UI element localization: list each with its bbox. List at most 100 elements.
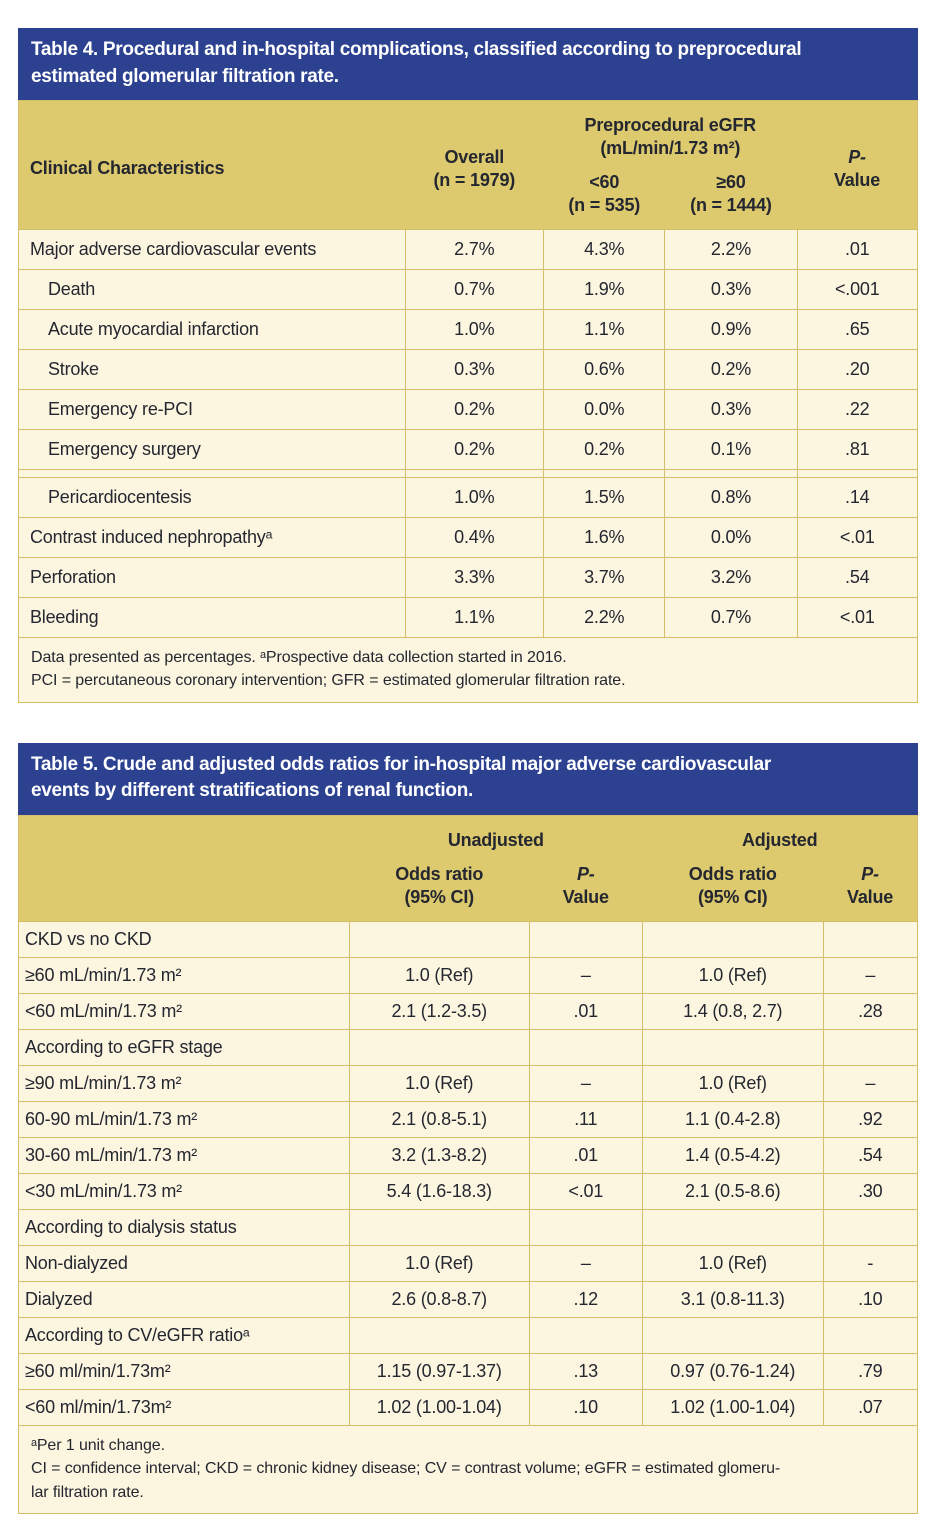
table5-block: Table 5. Crude and adjusted odds ratios …: [18, 742, 919, 1514]
value-cell: .28: [822, 993, 919, 1031]
value-cell: .11: [528, 1101, 643, 1139]
value-cell: 3.2 (1.3-8.2): [348, 1137, 530, 1175]
value-cell: 1.0 (Ref): [641, 1065, 824, 1103]
value-cell: [528, 1317, 643, 1355]
col-header-p-value-adjusted: P- Value: [823, 857, 918, 922]
value-cell: –: [528, 1065, 643, 1103]
value-cell: .65: [796, 309, 919, 351]
row-label: Emergency re-PCI: [18, 389, 406, 431]
value-cell: 0.4%: [404, 517, 545, 559]
value-cell: –: [822, 1065, 919, 1103]
row-label: Emergency surgery: [18, 429, 406, 471]
value-cell: 0.97 (0.76-1.24): [641, 1353, 824, 1391]
col-header-clinical-characteristics: Clinical Characteristics: [18, 100, 406, 230]
col-header-ge60: ≥60 (n = 1444): [664, 165, 798, 230]
table-row: Death 0.7% 1.9% 0.3% <.001: [18, 269, 919, 311]
table4-block: Table 4. Procedural and in-hospital comp…: [18, 28, 919, 703]
value-cell: 0.3%: [664, 389, 798, 431]
table4-title-line2: estimated glomerular filtration rate.: [31, 65, 339, 87]
table-row: <30 mL/min/1.73 m² 5.4 (1.6-18.3) <.01 2.1 …: [18, 1173, 919, 1211]
table4-header: Clinical Characteristics Overall (n = 19…: [18, 100, 918, 230]
table5-footer: ᵃPer 1 unit change. CI = confidence inte…: [18, 1425, 918, 1514]
value-cell: [641, 1317, 824, 1355]
footnote: lar filtration rate.: [31, 1483, 144, 1501]
value-cell: 1.4 (0.5-4.2): [641, 1137, 824, 1175]
value-cell: 1.4 (0.8, 2.7): [641, 993, 824, 1031]
value-cell: <.01: [528, 1173, 643, 1211]
table-row: ≥60 ml/min/1.73m² 1.15 (0.97-1.37) .13 0.97…: [18, 1353, 919, 1391]
col-header-overall: Overall (n = 1979): [405, 100, 544, 230]
value-cell: 1.1%: [543, 309, 666, 351]
group-row: According to eGFR stage: [18, 1029, 919, 1067]
value-cell: .12: [528, 1281, 643, 1319]
value-cell: 1.0 (Ref): [641, 1245, 824, 1283]
value-cell: 1.0%: [404, 477, 545, 519]
value-cell: [641, 1029, 824, 1067]
table-row: <60 ml/min/1.73m² 1.02 (1.00-1.04) .10 1.02…: [18, 1389, 919, 1427]
table-row: Acute myocardial infarction 1.0% 1.1% 0.9%.…: [18, 309, 919, 351]
value-cell: 1.9%: [543, 269, 666, 311]
value-cell: 1.0%: [404, 309, 545, 351]
spacer-row: [18, 469, 919, 479]
group-row: CKD vs no CKD: [18, 921, 919, 959]
table4: Clinical Characteristics Overall (n = 19…: [18, 100, 919, 703]
table5-body: CKD vs no CKD ≥60 mL/min/1.73 m² 1.0 (Ref)…: [18, 921, 919, 1427]
table4-footnotes: Data presented as percentages. ᵃProspect…: [18, 637, 918, 703]
row-label: Pericardiocentesis: [18, 477, 406, 519]
table-row: Emergency re-PCI 0.2% 0.0% 0.3% .22: [18, 389, 919, 431]
row-label: ≥90 mL/min/1.73 m²: [18, 1065, 350, 1103]
table-row: 30-60 mL/min/1.73 m² 3.2 (1.3-8.2) .01 1.4 …: [18, 1137, 919, 1175]
value-cell: 0.3%: [404, 349, 545, 391]
value-cell: 5.4 (1.6-18.3): [348, 1173, 530, 1211]
value-cell: 2.2%: [543, 597, 666, 639]
table-row: Bleeding 1.1% 2.2% 0.7% <.01: [18, 597, 919, 639]
value-cell: .54: [796, 557, 919, 599]
table4-footer: Data presented as percentages. ᵃProspect…: [18, 637, 918, 703]
col-header-p-value-unadjusted: P- Value: [529, 857, 643, 922]
row-label: ≥60 mL/min/1.73 m²: [18, 957, 350, 995]
table5-title-bar: Table 5. Crude and adjusted odds ratios …: [18, 742, 918, 815]
table5-header: Unadjusted Adjusted Odds ratio (95% CI) …: [18, 815, 918, 922]
value-cell: .13: [528, 1353, 643, 1391]
value-cell: [822, 1029, 919, 1067]
value-cell: 2.1 (1.2-3.5): [348, 993, 530, 1031]
value-cell: [822, 921, 919, 959]
table-row: Pericardiocentesis 1.0% 1.5% 0.8% .14: [18, 477, 919, 519]
value-cell: .07: [822, 1389, 919, 1427]
value-cell: [641, 921, 824, 959]
table4-body: Major adverse cardiovascular events 2.7% 4…: [18, 229, 919, 639]
table-row: Dialyzed 2.6 (0.8-8.7) .12 3.1 (0.8-11.3) .1…: [18, 1281, 919, 1319]
value-cell: <.001: [796, 269, 919, 311]
spacer-cell: [18, 469, 406, 479]
value-cell: 1.15 (0.97-1.37): [348, 1353, 530, 1391]
value-cell: .22: [796, 389, 919, 431]
table-row: <60 mL/min/1.73 m² 2.1 (1.2-3.5) .01 1.4 (0…: [18, 993, 919, 1031]
value-cell: 0.7%: [404, 269, 545, 311]
value-cell: 2.2%: [664, 229, 798, 271]
row-label: 30-60 mL/min/1.73 m²: [18, 1137, 350, 1175]
row-label: Death: [18, 269, 406, 311]
table-row: Contrast induced nephropathyᵃ 0.4% 1.6% 0.0…: [18, 517, 919, 559]
value-cell: .54: [822, 1137, 919, 1175]
value-cell: 1.6%: [543, 517, 666, 559]
value-cell: 2.7%: [404, 229, 545, 271]
value-cell: 2.1 (0.8-5.1): [348, 1101, 530, 1139]
value-cell: [822, 1209, 919, 1247]
value-cell: 4.3%: [543, 229, 666, 271]
value-cell: 3.1 (0.8-11.3): [641, 1281, 824, 1319]
footnote: PCI = percutaneous coronary intervention…: [31, 672, 626, 690]
group-label: CKD vs no CKD: [18, 921, 350, 959]
group-label: According to dialysis status: [18, 1209, 350, 1247]
value-cell: 0.2%: [664, 349, 798, 391]
value-cell: 1.0 (Ref): [348, 957, 530, 995]
value-cell: –: [528, 1245, 643, 1283]
table-row: Major adverse cardiovascular events 2.7% 4…: [18, 229, 919, 271]
value-cell: [348, 1317, 530, 1355]
spacer-cell: [404, 469, 545, 479]
value-cell: .92: [822, 1101, 919, 1139]
row-label: ≥60 ml/min/1.73m²: [18, 1353, 350, 1391]
spacer-cell: [543, 469, 666, 479]
value-cell: 1.02 (1.00-1.04): [348, 1389, 530, 1427]
col-group-adjusted: Adjusted: [642, 815, 918, 858]
value-cell: .10: [822, 1281, 919, 1319]
